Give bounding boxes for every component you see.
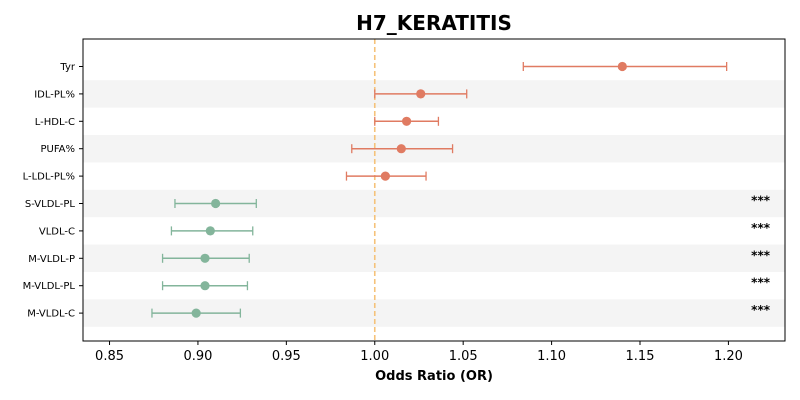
forest-row: *** (161, 248, 771, 263)
x-axis-label: Odds Ratio (OR) (375, 369, 493, 384)
or-point (205, 226, 215, 236)
y-tick-label: M-VLDL-C (27, 309, 75, 320)
forest-row (374, 89, 468, 99)
y-tick-label: L-LDL-PL% (23, 172, 75, 183)
significance-label: *** (751, 303, 771, 317)
x-tick-label: 0.90 (183, 349, 212, 364)
or-point (211, 198, 221, 209)
or-point (401, 116, 412, 126)
forest-row: *** (161, 276, 771, 291)
x-axis-ticks: 0.85 0.90 0.95 1.00 1.05 1.10 1.15 1.20 (95, 341, 743, 364)
forest-row: *** (170, 221, 771, 236)
chart-title: H7_KERATITIS (356, 11, 512, 35)
or-point (380, 171, 390, 181)
y-tick-label: Tyr (59, 62, 75, 73)
or-point (200, 281, 210, 291)
y-tick-label: IDL-PL% (34, 89, 75, 100)
significance-label: *** (751, 248, 771, 262)
or-point (617, 61, 627, 72)
y-tick-label: VLDL-C (39, 226, 75, 237)
x-tick-label: 0.95 (272, 349, 301, 364)
y-tick-label: L-HDL-C (35, 117, 75, 128)
x-tick-label: 1.20 (714, 349, 743, 364)
forest-row (351, 144, 454, 154)
plot-frame (82, 38, 786, 342)
significance-label: *** (751, 194, 771, 208)
forest-row: *** (174, 194, 771, 209)
or-point (200, 253, 210, 263)
or-point (191, 308, 201, 318)
x-tick-label: 1.00 (360, 349, 389, 364)
y-tick-label: S-VLDL-PL (25, 199, 76, 210)
forest-row (345, 171, 427, 181)
y-tick-label: M-VLDL-P (28, 254, 75, 265)
y-tick-label: M-VLDL-PL (23, 281, 76, 292)
y-axis-ticks: Tyr IDL-PL% L-HDL-C PUFA% L-LDL-PL% S-VLDL-PL… (23, 62, 83, 320)
x-tick-label: 1.05 (449, 349, 478, 364)
forest-row (374, 116, 440, 126)
significance-label: *** (751, 221, 771, 235)
x-tick-label: 1.15 (626, 349, 655, 364)
x-tick-label: 0.85 (95, 349, 124, 364)
or-point (416, 89, 426, 99)
or-point (396, 144, 406, 154)
y-tick-label: PUFA% (40, 144, 75, 155)
forest-row: *** (151, 303, 771, 318)
data-rows: *** *** *** *** *** (151, 61, 771, 318)
significance-label: *** (751, 276, 771, 290)
forest-row (522, 61, 728, 72)
x-tick-label: 1.10 (537, 349, 566, 364)
